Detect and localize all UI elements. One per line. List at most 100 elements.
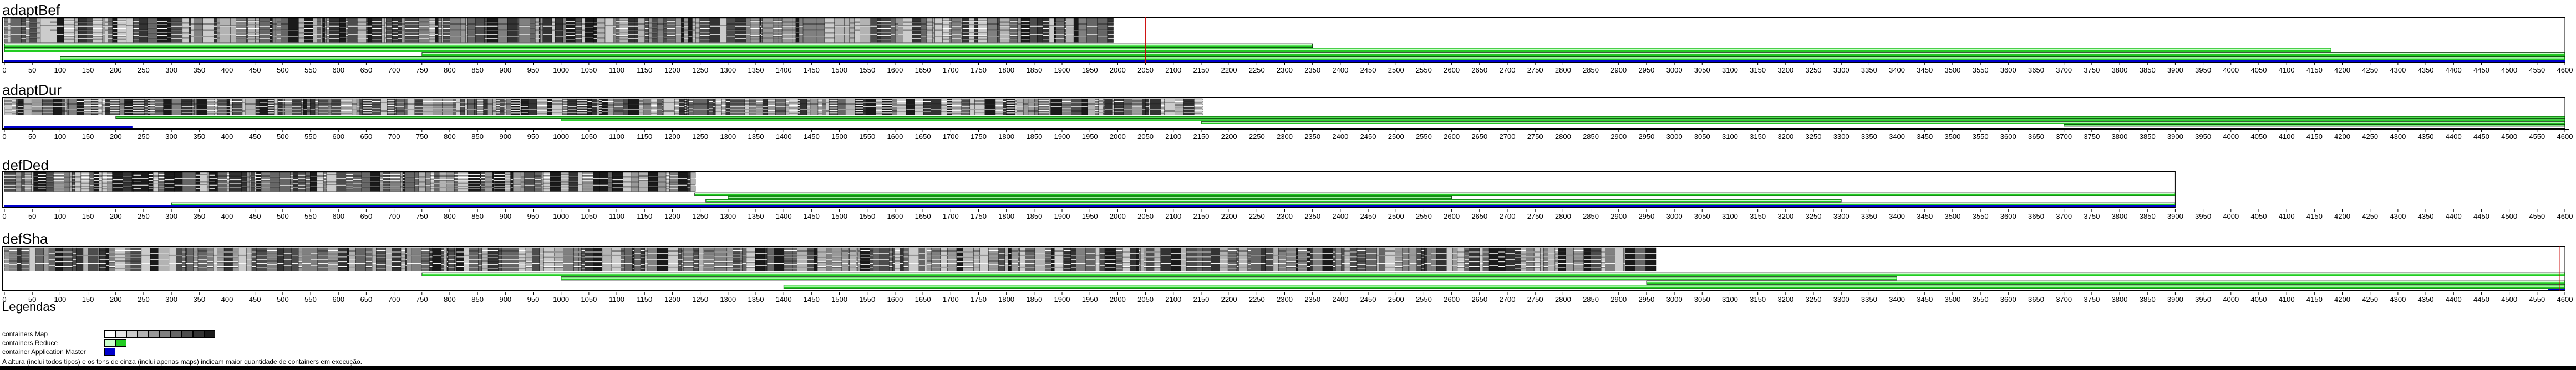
map-container <box>24 185 32 188</box>
map-container <box>999 39 1010 43</box>
map-container <box>848 247 850 253</box>
map-container <box>555 18 563 24</box>
map-container <box>386 26 393 30</box>
map-container <box>1322 259 1333 265</box>
map-container <box>365 257 373 262</box>
map-container <box>21 34 26 39</box>
map-container <box>167 18 172 23</box>
map-container <box>604 34 614 43</box>
map-container <box>476 110 484 113</box>
map-container <box>567 107 577 110</box>
map-container <box>611 264 621 268</box>
map-container <box>898 18 903 26</box>
map-container <box>538 30 541 34</box>
map-container <box>317 251 328 255</box>
map-container <box>1098 98 1104 101</box>
map-container <box>1161 103 1165 105</box>
tick-label: 3750 <box>2084 66 2100 74</box>
map-container <box>304 29 313 32</box>
map-container <box>255 18 260 22</box>
map-container <box>543 257 555 262</box>
map-container <box>1078 37 1087 43</box>
map-container <box>418 34 430 39</box>
map-container <box>400 177 403 182</box>
map-container <box>267 98 275 101</box>
map-container <box>236 25 247 28</box>
map-container <box>206 172 210 177</box>
tick-label: 2400 <box>1332 66 1348 74</box>
map-container <box>460 37 466 43</box>
map-container <box>1076 247 1086 255</box>
map-container <box>411 39 419 43</box>
map-container <box>304 18 313 22</box>
map-container <box>322 33 325 38</box>
map-container <box>725 247 728 252</box>
tick-label: 250 <box>138 295 150 304</box>
map-container <box>386 34 393 39</box>
map-container <box>914 112 924 115</box>
map-container <box>550 177 561 182</box>
map-container <box>255 35 260 39</box>
map-container <box>903 18 912 22</box>
map-container <box>918 259 925 265</box>
map-container <box>1161 101 1165 103</box>
map-container <box>74 187 82 192</box>
map-container <box>931 110 942 115</box>
map-container <box>261 176 271 180</box>
map-container <box>292 176 298 180</box>
tick-label: 600 <box>332 132 344 141</box>
map-container <box>460 102 465 107</box>
map-container <box>53 181 64 183</box>
map-container <box>1180 265 1187 271</box>
map-container <box>1554 265 1558 268</box>
map-container <box>845 110 856 115</box>
map-container <box>591 98 597 102</box>
map-container <box>530 18 536 23</box>
map-container <box>530 23 536 28</box>
map-container <box>1543 257 1548 262</box>
map-container <box>171 30 183 34</box>
map-container <box>524 172 535 178</box>
map-container <box>607 109 614 112</box>
map-container <box>493 183 495 186</box>
map-container <box>495 181 505 183</box>
map-container <box>1605 247 1615 255</box>
map-container <box>665 178 670 181</box>
map-container <box>277 98 283 101</box>
tick-label: 450 <box>249 132 261 141</box>
tick-label: 200 <box>110 212 122 220</box>
map-container <box>458 181 468 183</box>
map-container <box>806 107 811 110</box>
map-container <box>115 258 125 261</box>
map-container <box>631 177 639 182</box>
map-container <box>1019 255 1025 259</box>
map-container <box>15 187 22 192</box>
map-container <box>150 103 155 105</box>
map-container <box>576 110 588 113</box>
map-container <box>110 101 120 103</box>
map-container <box>721 110 726 113</box>
map-container <box>1344 264 1350 268</box>
map-container <box>1097 18 1109 24</box>
map-container <box>310 104 316 110</box>
legend-reduce-label: containers Reduce <box>2 339 58 347</box>
tick-label: 1750 <box>971 212 987 220</box>
map-container <box>715 105 722 109</box>
map-container <box>29 23 37 28</box>
map-container <box>317 30 322 34</box>
map-container <box>76 109 84 112</box>
tick-label: 4050 <box>2251 295 2267 304</box>
map-container <box>414 185 419 192</box>
map-container <box>443 32 450 35</box>
map-container <box>507 24 518 30</box>
map-container <box>849 247 856 251</box>
map-container <box>72 175 75 178</box>
map-container <box>475 34 485 43</box>
map-container <box>33 177 38 182</box>
map-container <box>598 101 602 103</box>
map-container <box>852 38 855 43</box>
map-container <box>940 247 948 251</box>
map-container <box>1086 18 1098 26</box>
map-container <box>153 172 159 176</box>
map-container <box>817 101 822 103</box>
